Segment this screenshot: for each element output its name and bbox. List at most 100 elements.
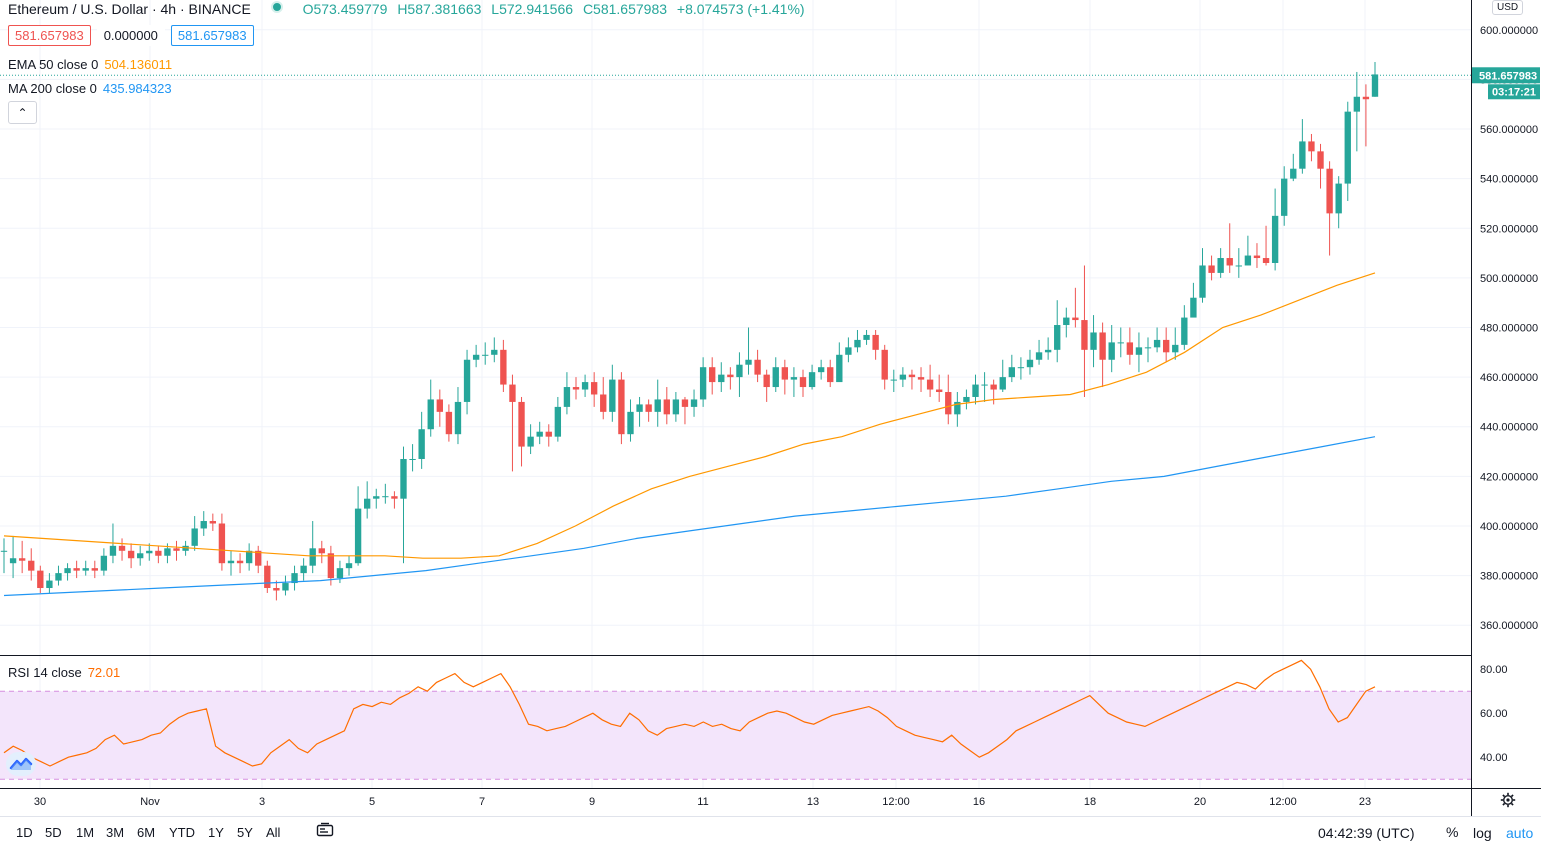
rsi-line: [3, 659, 1376, 767]
candle-body: [209, 521, 217, 524]
range-6m-button[interactable]: 6M: [137, 825, 156, 840]
candle-body: [373, 496, 380, 499]
candle-body: [1262, 258, 1270, 263]
rsi-legend[interactable]: RSI 14 close 72.01: [8, 665, 120, 680]
candle-body: [536, 431, 543, 437]
candle-body: [28, 560, 35, 571]
candle-body: [409, 458, 416, 460]
exchange-label: BINANCE: [188, 1, 251, 17]
candle-body: [936, 389, 943, 393]
candle-body: [9, 558, 17, 564]
candle-body: [718, 374, 725, 383]
price-axis-label: 400.000000: [1480, 521, 1538, 533]
tradingview-logo-icon[interactable]: [6, 752, 36, 776]
candle-body: [55, 573, 62, 581]
collapse-legend-button[interactable]: ⌃: [8, 101, 37, 124]
candle-body: [527, 436, 534, 447]
time-axis-label: 7: [479, 796, 485, 808]
price-axis-label: 460.000000: [1480, 372, 1538, 384]
candle-layer: [0, 62, 1379, 601]
candle-body: [1144, 347, 1152, 349]
auto-scale-button[interactable]: auto: [1506, 825, 1534, 841]
ema-legend-value: 504.136011: [104, 57, 173, 72]
symbol-name[interactable]: Ethereum / U.S. Dollar: [8, 1, 149, 17]
ema-legend[interactable]: EMA 50 close 0 504.136011: [8, 57, 172, 72]
candle-body: [754, 359, 761, 375]
time-axis-label: 20: [1194, 796, 1206, 808]
currency-button[interactable]: USD: [1492, 0, 1524, 15]
axis-layer: 360.000000 380.000000 400.000000 420.000000…: [0, 0, 1541, 816]
candle-body: [1035, 352, 1043, 360]
candle-body: [1126, 342, 1134, 355]
candle-body: [345, 563, 353, 569]
ma-200-line: [3, 436, 1376, 597]
range-1m-button[interactable]: 1M: [76, 825, 95, 840]
chart-canvas[interactable]: 360.000000 380.000000 400.000000 420.000000…: [0, 0, 1541, 816]
candle-body: [618, 379, 625, 435]
candle-body: [482, 354, 489, 356]
range-5d-button[interactable]: 5D: [45, 825, 62, 840]
range-1y-button[interactable]: 1Y: [208, 825, 224, 840]
candle-body: [1362, 96, 1370, 100]
candle-body: [836, 354, 843, 383]
utc-clock[interactable]: 04:42:39 (UTC): [1318, 825, 1415, 841]
range-all-button[interactable]: All: [266, 825, 281, 840]
candle-body: [672, 399, 680, 415]
candle-body: [1217, 258, 1224, 273]
candle-body: [46, 580, 53, 589]
ohlc-change: +8.074573 (+1.41%): [676, 1, 805, 17]
log-scale-button[interactable]: log: [1473, 825, 1492, 841]
candle-body: [799, 377, 807, 388]
candle-body: [509, 384, 516, 402]
candle-body: [472, 354, 480, 360]
candle-body: [1326, 168, 1333, 214]
percent-scale-button[interactable]: %: [1446, 824, 1459, 840]
symbol-legend: Ethereum / U.S. Dollar · 4h · BINANCE O5…: [8, 1, 805, 17]
candle-body: [1208, 265, 1215, 273]
candle-body: [300, 565, 307, 574]
interval-label[interactable]: 4h: [160, 1, 177, 17]
snapshot-icon[interactable]: [316, 822, 334, 843]
buy-price-button[interactable]: 581.657983: [170, 25, 254, 46]
candle-body: [645, 404, 652, 412]
ma-legend[interactable]: MA 200 close 0 435.984323: [8, 81, 172, 96]
candle-body: [1199, 265, 1206, 298]
bid-ask-boxes: 581.657983 0.000000 581.657983: [8, 25, 254, 46]
candle-body: [972, 384, 979, 397]
countdown-tag: [1488, 84, 1540, 100]
range-5y-button[interactable]: 5Y: [237, 825, 253, 840]
candle-body: [336, 568, 344, 579]
settings-gear-icon[interactable]: [1500, 792, 1516, 813]
price-axis-label: 440.000000: [1480, 422, 1538, 434]
range-ytd-button[interactable]: YTD: [169, 825, 195, 840]
candle-body: [463, 359, 471, 402]
candle-body: [690, 399, 698, 407]
time-axis-label: Nov: [140, 796, 160, 808]
candle-body: [654, 399, 661, 412]
candle-body: [627, 411, 634, 435]
candle-body: [127, 550, 135, 559]
candle-body: [763, 374, 770, 388]
candle-body: [600, 394, 607, 412]
candle-body: [1008, 367, 1015, 378]
sell-price-button[interactable]: 581.657983: [8, 25, 91, 46]
candle-body: [218, 523, 226, 564]
candle-body: [164, 548, 171, 556]
candle-body: [736, 364, 743, 378]
candle-body: [454, 401, 462, 435]
range-3m-button[interactable]: 3M: [106, 825, 125, 840]
candle-body: [545, 431, 552, 437]
candle-body: [200, 521, 207, 529]
last-price-tag: [1472, 67, 1540, 84]
candle-body: [146, 550, 153, 554]
ohlc-low: L572.941566: [491, 1, 574, 17]
candle-body: [709, 367, 716, 383]
candle-body: [500, 349, 507, 385]
candle-body: [1353, 96, 1361, 112]
range-1d-button[interactable]: 1D: [16, 825, 33, 840]
candle-body: [264, 565, 271, 589]
candle-body: [155, 550, 162, 556]
candle-body: [817, 367, 825, 373]
candle-body: [954, 401, 961, 415]
